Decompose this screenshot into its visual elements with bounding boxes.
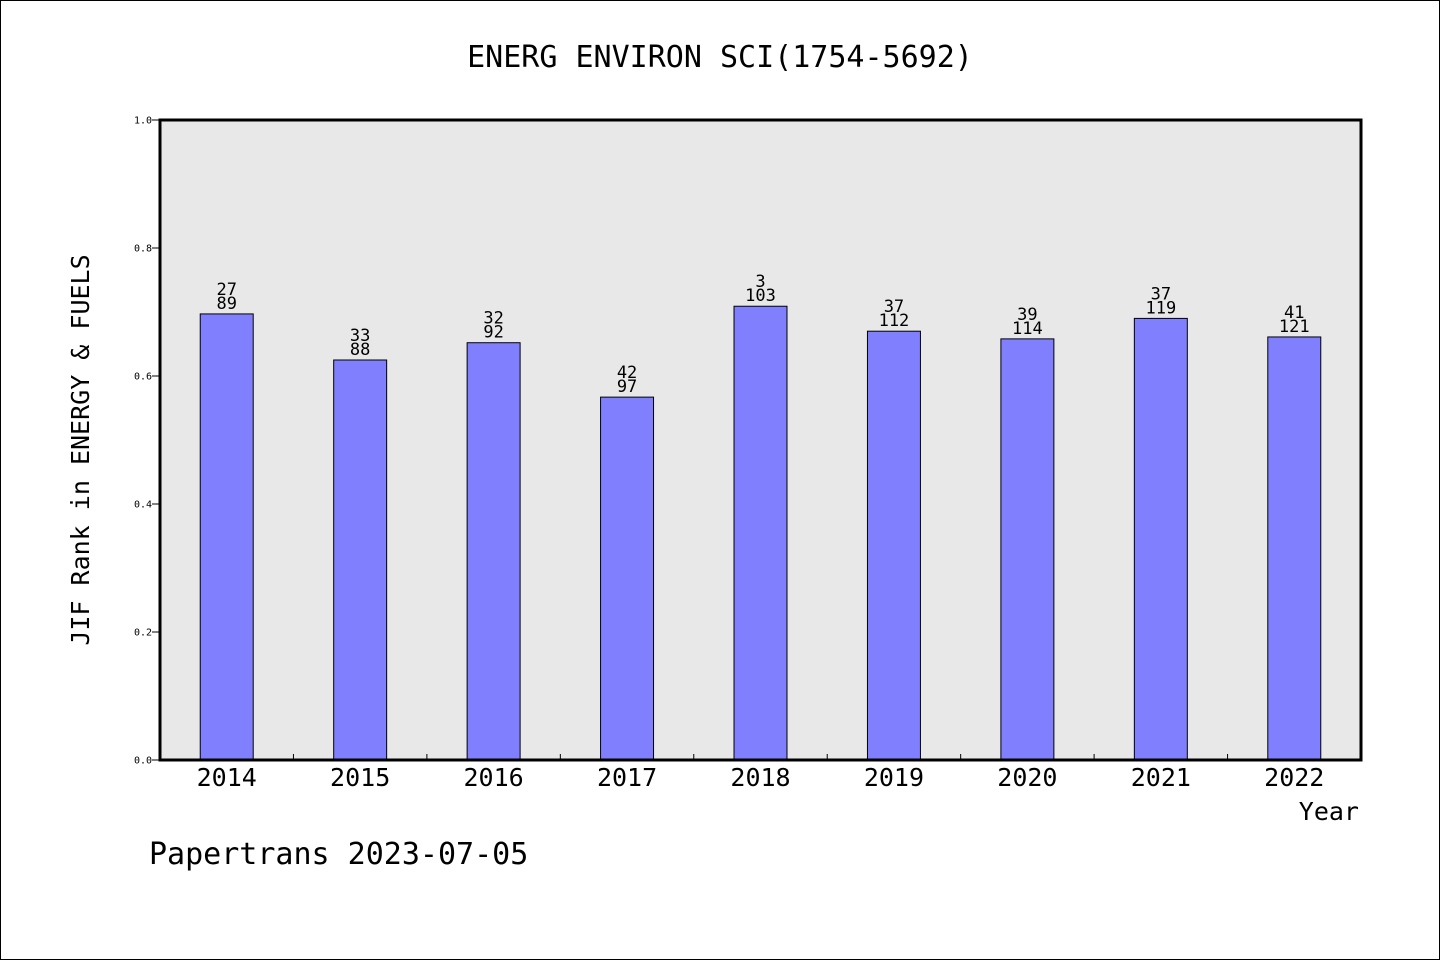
bar: [866, 330, 921, 761]
bar: [733, 305, 788, 761]
bar-total-label: 114: [1012, 319, 1043, 339]
bar-rank-label: 37: [1151, 284, 1171, 304]
x-tick-label: 2022: [1264, 763, 1324, 792]
x-tick-label: 2017: [597, 763, 657, 792]
bar-rank-label: 37: [884, 297, 904, 317]
bar-rank-label: 41: [1284, 303, 1304, 323]
bar-total-label: 97: [617, 377, 637, 397]
bar: [1000, 338, 1055, 761]
bar: [600, 396, 655, 761]
y-tick-label: 0.8: [134, 244, 152, 255]
bar-total-label: 121: [1279, 317, 1310, 337]
bar-total-label: 103: [745, 286, 776, 306]
bar-total-label: 92: [483, 323, 503, 343]
x-axis-label: Year: [1299, 797, 1359, 826]
bar-total-label: 88: [350, 340, 370, 360]
bar: [333, 359, 388, 761]
plot-border: [158, 118, 1363, 762]
x-tick-label: 2020: [997, 763, 1057, 792]
y-axis: 0.0 0.2 0.4 0.6 0.8 1.0: [134, 116, 160, 767]
bar-rank-label: 33: [350, 326, 370, 346]
bar: [466, 342, 521, 761]
x-tick-label: 2015: [330, 763, 390, 792]
x-tick-label: 2019: [864, 763, 924, 792]
x-tick-label: 2014: [197, 763, 257, 792]
y-tick-label: 0.4: [134, 500, 152, 511]
y-tick-label: 0.6: [134, 372, 152, 383]
y-tick-label: 0.0: [134, 756, 152, 767]
y-tick-label: 1.0: [134, 116, 152, 127]
x-tick-label: 2016: [464, 763, 524, 792]
chart-title: ENERG ENVIRON SCI(1754-5692): [467, 40, 973, 75]
x-tick-label: 2018: [730, 763, 790, 792]
bar-rank-label: 42: [617, 363, 637, 383]
bar-rank-label: 32: [483, 309, 503, 329]
x-tick-label: 2021: [1131, 763, 1191, 792]
y-axis-label: JIF Rank in ENERGY & FUELS: [66, 254, 95, 645]
bar: [199, 313, 254, 761]
bar-total-label: 119: [1145, 298, 1176, 318]
bar-total-label: 89: [216, 294, 236, 314]
bar: [1133, 317, 1188, 761]
bar-rank-label: 3: [755, 272, 765, 292]
footer-text: Papertrans 2023-07-05: [149, 837, 528, 872]
x-axis: 2014 2015 2016 2017 2018 2019 2020 2021 2022: [197, 754, 1324, 792]
y-tick-label: 0.2: [134, 628, 152, 639]
bar-rank-label: 27: [216, 280, 236, 300]
bar-total-label: 112: [879, 311, 910, 331]
bar-rank-label: 39: [1017, 305, 1037, 325]
bar: [1267, 336, 1322, 761]
